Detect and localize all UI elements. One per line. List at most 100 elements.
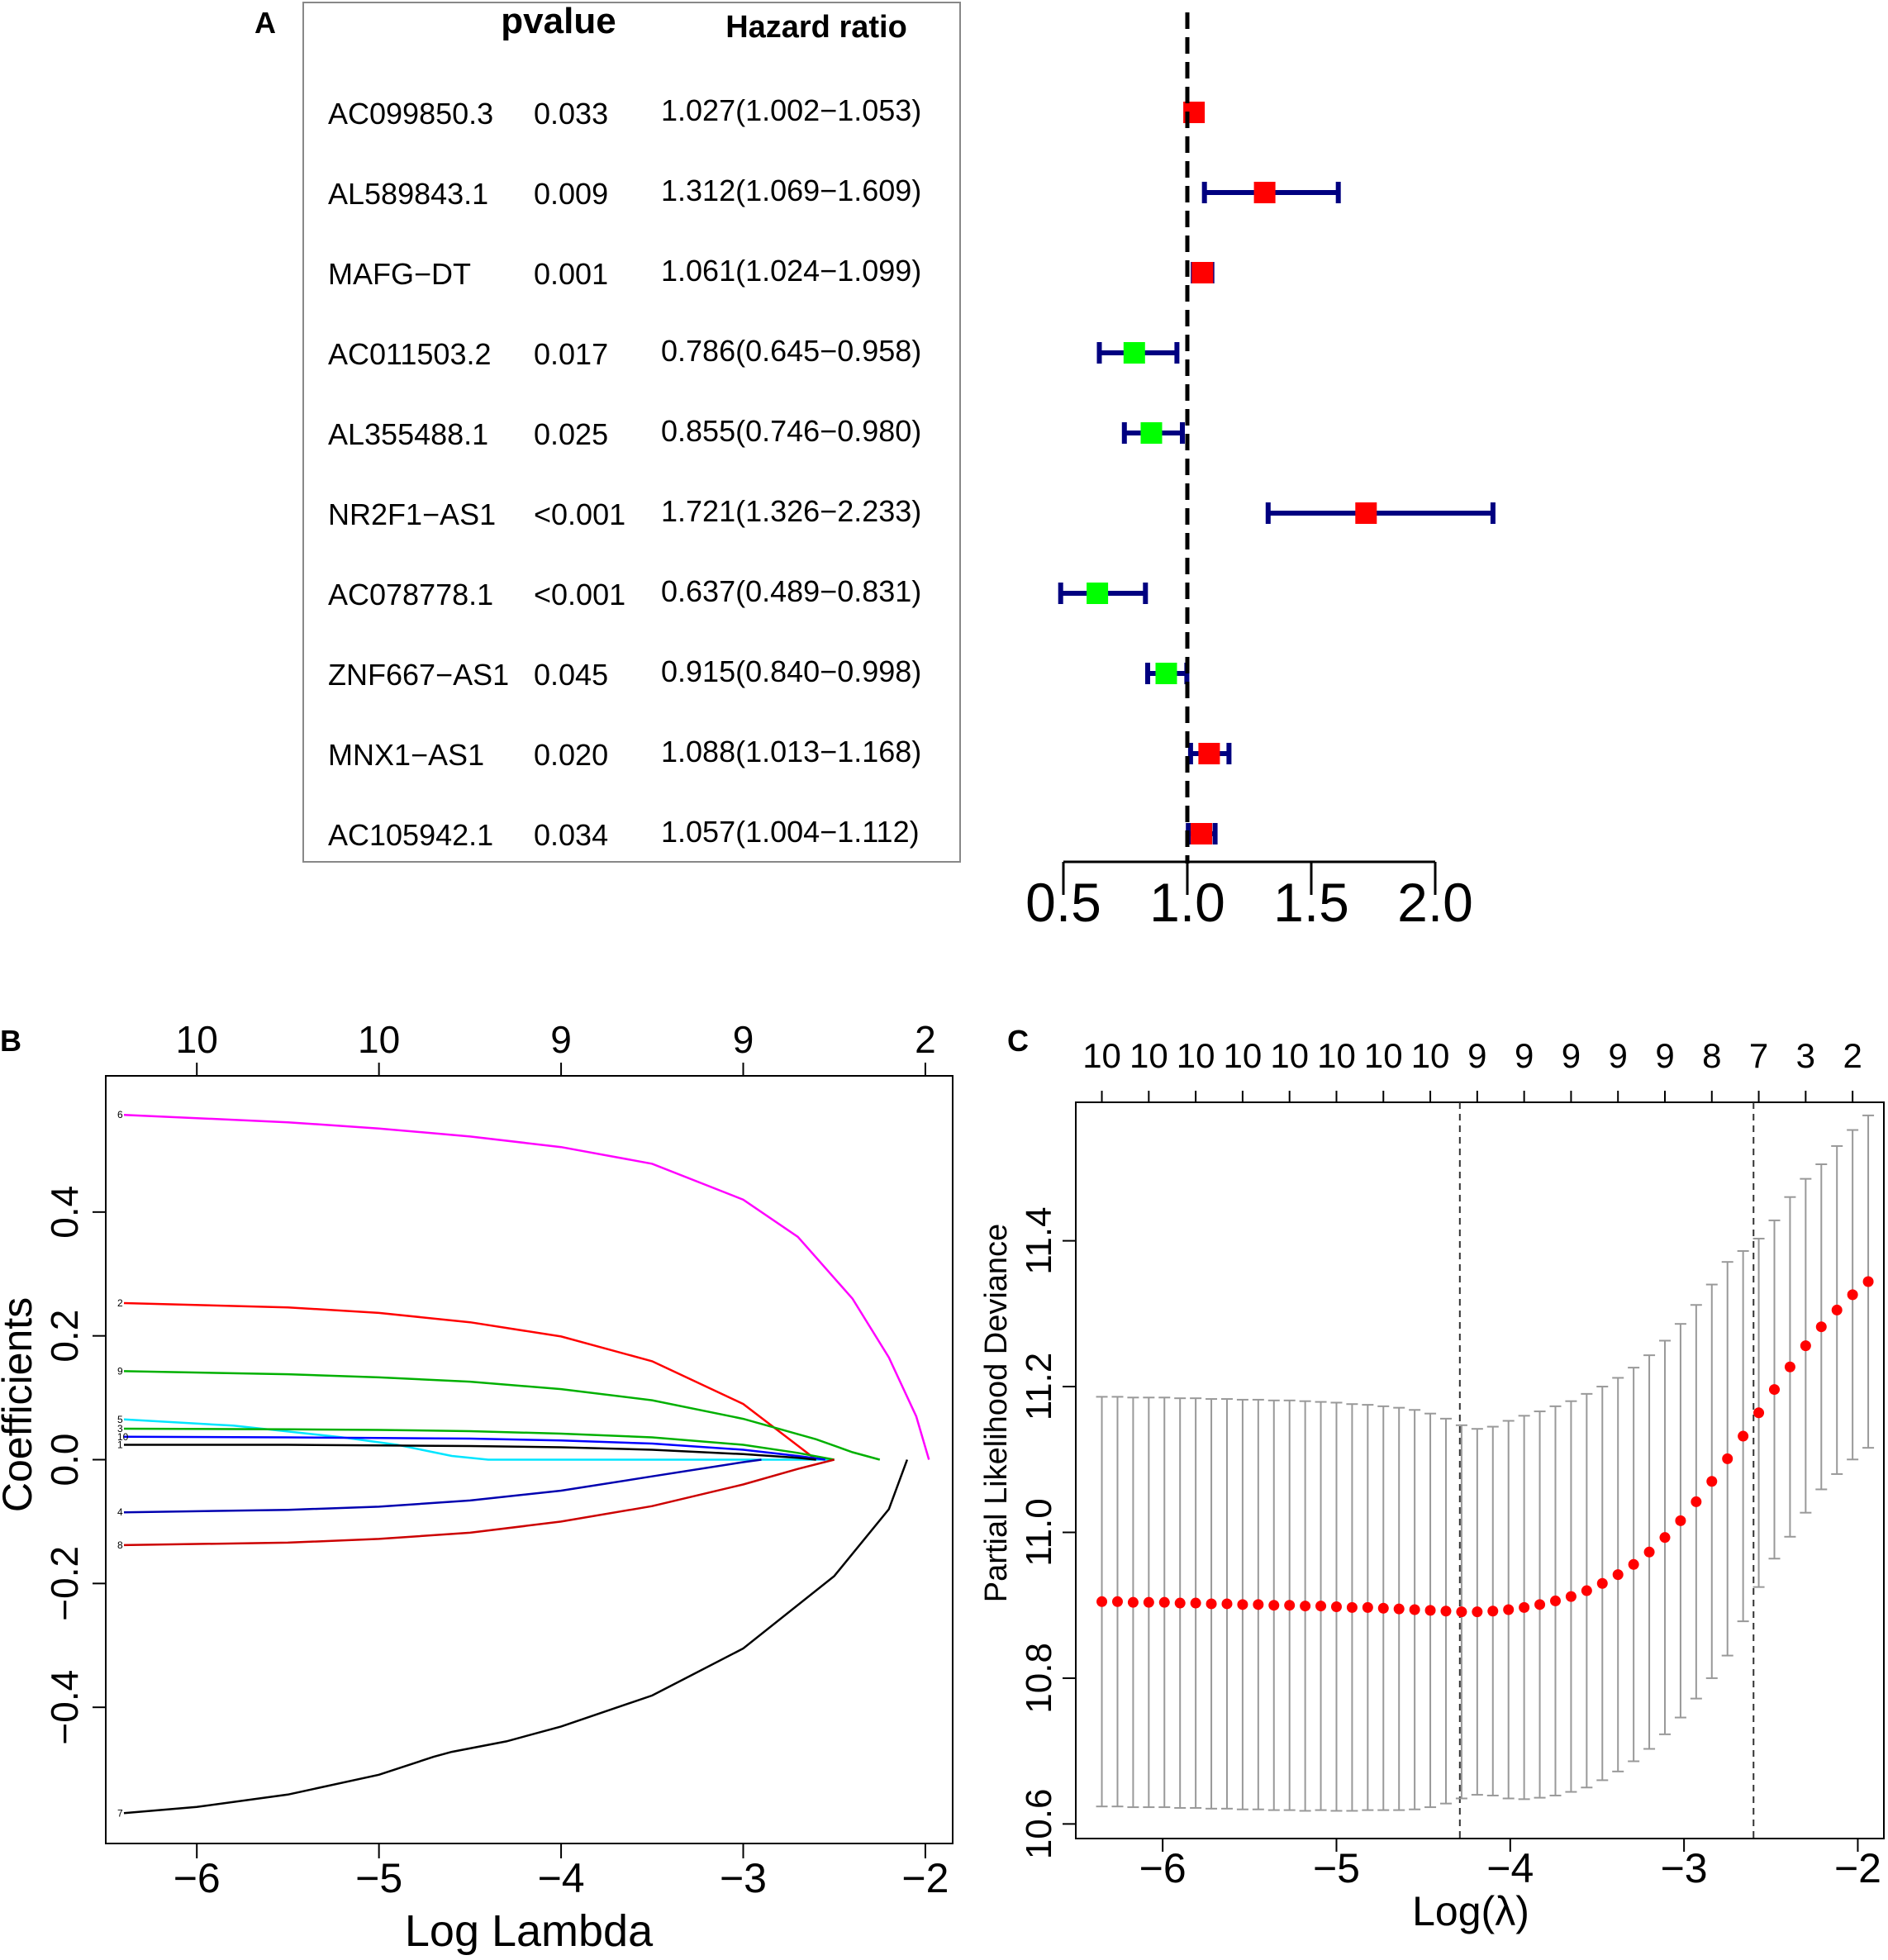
- forest-pvalue: 0.009: [534, 177, 608, 211]
- c-xtick-label: −5: [1313, 1845, 1360, 1891]
- forest-rows: AC099850.3 0.033 1.027(1.002−1.053) AL58984…: [328, 93, 921, 852]
- cv-point: [1815, 1321, 1827, 1333]
- cv-point: [1440, 1606, 1452, 1617]
- forest-gene-label: AC011503.2: [328, 337, 492, 371]
- c-top-label: 9: [1515, 1036, 1534, 1075]
- cv-point: [1534, 1599, 1546, 1610]
- cv-point: [1424, 1605, 1436, 1616]
- c-top-label: 10: [1411, 1036, 1450, 1075]
- cv-point: [1800, 1340, 1811, 1352]
- cv-point: [1158, 1596, 1170, 1608]
- cv-point: [1190, 1597, 1201, 1609]
- forest-header-pvalue: pvalue: [501, 1, 616, 41]
- panel-label-b: B: [0, 1024, 21, 1058]
- forest-plot: pvalue Hazard ratio AC099850.3 0.033 1.027…: [302, 1, 1496, 933]
- cv-point: [1456, 1606, 1467, 1618]
- c-top-label: 2: [1843, 1036, 1862, 1075]
- cv-point: [1221, 1598, 1233, 1610]
- b-ytick-label: 0.4: [43, 1186, 86, 1239]
- coef-path-label: 7: [117, 1807, 123, 1819]
- c-top-label: 10: [1177, 1036, 1215, 1075]
- forest-pvalue: 0.033: [534, 97, 608, 131]
- cv-point: [1174, 1597, 1186, 1609]
- coef-path-3: [123, 1427, 835, 1461]
- forest-pvalue: 0.017: [534, 337, 608, 371]
- forest-gene-label: ZNF667−AS1: [328, 658, 509, 692]
- c-top-label: 9: [1655, 1036, 1674, 1075]
- forest-tick-label: 1.0: [1149, 872, 1225, 933]
- b-top-label: 10: [358, 1018, 400, 1061]
- c-xtick-label: −6: [1139, 1845, 1187, 1891]
- panel-label-a: A: [254, 6, 276, 40]
- c-ytick-label: 10.8: [1019, 1643, 1059, 1714]
- c-ytick-label: 10.6: [1019, 1789, 1059, 1860]
- c-ytick-label: 11.0: [1019, 1498, 1059, 1566]
- b-top-label: 10: [176, 1018, 218, 1061]
- cv-point: [1706, 1476, 1718, 1487]
- coef-path-6: [123, 1113, 930, 1460]
- coef-path-label: 6: [117, 1109, 123, 1120]
- cv-point: [1315, 1601, 1327, 1612]
- cv-point: [1377, 1602, 1389, 1614]
- coef-path-7: [123, 1459, 909, 1815]
- cv-point: [1268, 1600, 1280, 1611]
- cv-point: [1862, 1276, 1874, 1287]
- c-top-label: 10: [1270, 1036, 1309, 1075]
- forest-gene-label: MAFG−DT: [328, 257, 471, 291]
- forest-pvalue: 0.001: [534, 257, 608, 291]
- cv-point: [1472, 1606, 1483, 1618]
- b-ytick-label: −0.4: [43, 1670, 86, 1745]
- forest-hr-text: 1.088(1.013−1.168): [661, 735, 921, 768]
- b-top-label: 9: [733, 1018, 754, 1061]
- plot-c-frame: [1075, 1101, 1885, 1839]
- b-ytick-label: 0.0: [43, 1434, 86, 1487]
- forest-hr-text: 0.786(0.645−0.958): [661, 334, 921, 368]
- forest-table-box: [302, 2, 961, 863]
- c-top-label: 9: [1609, 1036, 1628, 1075]
- cv-point: [1346, 1601, 1358, 1613]
- forest-pvalue: 0.045: [534, 658, 608, 692]
- cv-point: [1111, 1596, 1123, 1607]
- coef-path-4: [123, 1458, 762, 1514]
- forest-hr-text: 0.637(0.489−0.831): [661, 574, 921, 608]
- forest-point: [1087, 583, 1109, 604]
- coef-path-1: [124, 1444, 816, 1461]
- plot-b-xlabel: Log Lambda: [405, 1906, 654, 1956]
- cv-point: [1768, 1384, 1780, 1396]
- forest-hr-text: 1.312(1.069−1.609): [661, 174, 921, 207]
- cv-point: [1565, 1591, 1577, 1602]
- cv-point: [1096, 1596, 1108, 1607]
- plot-c-xlabel: Log(λ): [1412, 1888, 1529, 1934]
- cv-point: [1503, 1604, 1515, 1615]
- c-top-label: 10: [1364, 1036, 1403, 1075]
- cv-point: [1596, 1577, 1608, 1589]
- coef-path-label: 10: [117, 1431, 129, 1443]
- cv-point: [1519, 1601, 1530, 1613]
- cv-point: [1362, 1601, 1373, 1613]
- forest-hr-text: 1.027(1.002−1.053): [661, 93, 921, 127]
- cv-point: [1643, 1546, 1655, 1558]
- plot-c-ylabel: Partial Likelihood Deviance: [979, 1224, 1014, 1602]
- c-xtick-label: −3: [1661, 1845, 1708, 1891]
- cv-point: [1330, 1601, 1342, 1612]
- forest-point: [1191, 262, 1214, 283]
- c-top-label: 9: [1562, 1036, 1581, 1075]
- coef-path-label: 5: [117, 1414, 123, 1425]
- forest-gene-label: MNX1−AS1: [328, 738, 484, 772]
- forest-pvalue: 0.034: [534, 818, 608, 852]
- forest-pvalue: 0.025: [534, 417, 608, 451]
- c-top-label: 9: [1467, 1036, 1486, 1075]
- coef-path-label: 9: [117, 1365, 123, 1377]
- cv-point: [1487, 1606, 1499, 1617]
- cv-point: [1659, 1532, 1671, 1544]
- forest-point: [1123, 342, 1145, 364]
- forest-point: [1253, 182, 1276, 203]
- c-top-label: 7: [1749, 1036, 1768, 1075]
- coef-path-label: 8: [117, 1539, 123, 1551]
- cv-point: [1847, 1289, 1858, 1301]
- forest-hr-text: 1.057(1.004−1.112): [661, 815, 920, 849]
- forest-point: [1155, 663, 1177, 684]
- plot-c-lambda-lines: [1458, 1102, 1755, 1839]
- cv-point: [1409, 1604, 1420, 1615]
